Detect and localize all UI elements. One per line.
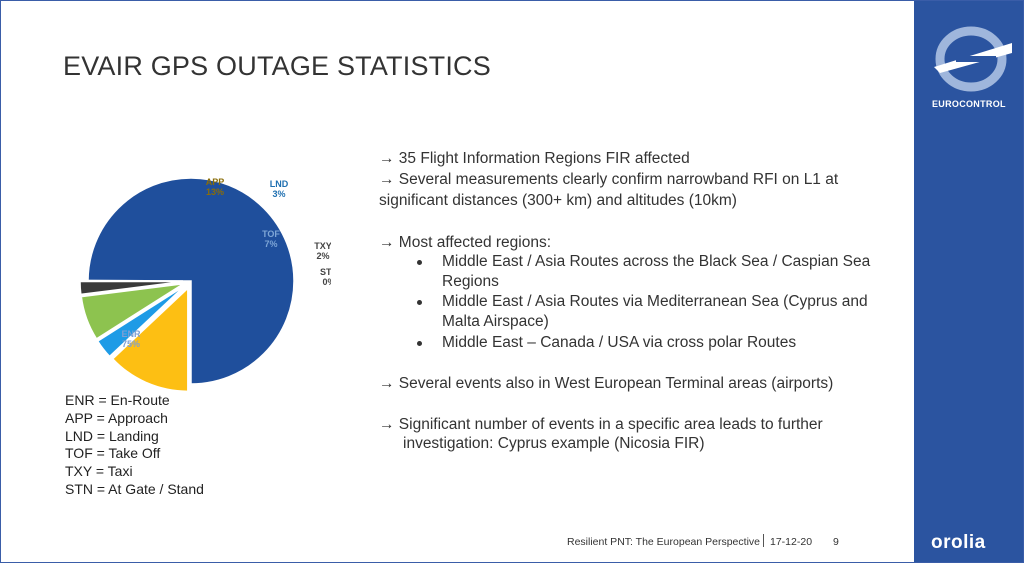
legend-item-txy: TXY = Taxi xyxy=(65,463,133,480)
footer-presentation-title: Resilient PNT: The European Perspective xyxy=(567,536,760,548)
bullet-affected-regions: → Most affected regions: xyxy=(379,234,552,251)
footer-date: 17-12-20 xyxy=(770,536,813,548)
footer-divider xyxy=(763,534,764,547)
pie-slice-app xyxy=(111,286,189,393)
bullet-dot xyxy=(417,300,422,305)
bullet-fir-affected: → 35 Flight Information Regions FIR affe… xyxy=(379,150,690,167)
pie-label-stn: STN xyxy=(320,267,331,277)
pie-slice-enr xyxy=(87,177,295,385)
eurocontrol-logo-text: EUROCONTROL xyxy=(932,99,1006,109)
legend-item-stn: STN = At Gate / Stand xyxy=(65,480,204,497)
legend-item-tof: TOF = Take Off xyxy=(65,445,161,462)
subbullet-black-sea-line1: Middle East / Asia Routes across the Bla… xyxy=(442,253,871,270)
bullet-rfi-line1: → Several measurements clearly confirm n… xyxy=(379,171,839,188)
pie-slice-tof xyxy=(80,282,184,340)
bullet-cyprus-line2: investigation: Cyprus example (Nicosia F… xyxy=(403,435,705,452)
pie-value-app: 13% xyxy=(206,187,224,197)
pie-label-txy: TXY xyxy=(314,241,331,251)
orolia-logo: orolia xyxy=(931,532,986,553)
pie-value-enr: 75% xyxy=(122,339,140,349)
pie-slice-lnd xyxy=(96,285,186,358)
pie-label-enr: ENR xyxy=(121,329,141,339)
pie-label-lnd: LND xyxy=(270,179,289,189)
bullet-dot xyxy=(417,341,422,346)
legend-item-app: APP = Approach xyxy=(65,409,168,426)
pie-label-app: APP xyxy=(206,177,225,187)
bullet-cyprus-line1: → Significant number of events in a spec… xyxy=(379,416,823,433)
subbullet-polar-routes: Middle East – Canada / USA via cross pol… xyxy=(442,334,797,351)
legend-item-lnd: LND = Landing xyxy=(65,427,159,444)
pie-slice-stn xyxy=(79,279,184,282)
eurocontrol-logo-icon xyxy=(934,26,1012,92)
abbreviation-legend: ENR = En-Route APP = Approach LND = Land… xyxy=(65,392,204,499)
pie-label-tof: TOF xyxy=(262,229,280,239)
bullet-rfi-line2: significant distances (300+ km) and alti… xyxy=(379,192,737,209)
page-title: EVAIR GPS OUTAGE STATISTICS xyxy=(63,51,491,81)
pie-value-txy: 2% xyxy=(316,251,329,261)
subbullet-mediterranean-line2: Malta Airspace) xyxy=(442,313,549,330)
legend-item-enr: ENR = En-Route xyxy=(65,392,170,408)
subbullet-mediterranean-line1: Middle East / Asia Routes via Mediterran… xyxy=(442,293,868,310)
bullet-dot xyxy=(417,260,422,265)
pie-value-tof: 7% xyxy=(264,239,277,249)
bullet-west-europe: → Several events also in West European T… xyxy=(379,375,834,392)
subbullet-black-sea-line2: Regions xyxy=(442,273,499,290)
footer-page-number: 9 xyxy=(833,536,839,548)
pie-value-lnd: 3% xyxy=(272,189,285,199)
pie-value-stn: 0% xyxy=(322,277,331,287)
brand-sidebar xyxy=(914,1,1023,562)
